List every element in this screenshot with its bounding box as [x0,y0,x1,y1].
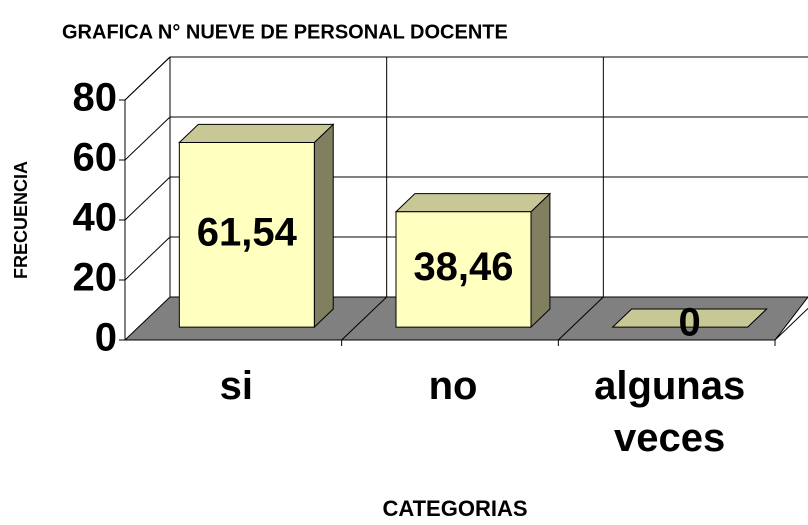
x-tick-label: algunas veces [594,364,746,460]
category-divider [341,296,388,341]
chart-title: GRAFICA N° NUEVE DE PERSONAL DOCENTE [62,21,508,43]
value-label: 38,46 [413,245,513,289]
bar-top [178,123,335,143]
bar [394,192,552,329]
bar [611,308,768,328]
x-tick-label: no [428,364,478,408]
bar [178,123,335,329]
x-tick-label: si [219,364,253,408]
grid-line [124,56,171,101]
grid-line [124,176,171,221]
x-axis-label: CATEGORIAS [382,496,527,521]
y-axis-label: FRECUENCIA [11,161,31,279]
y-tick-label: 40 [73,196,118,240]
value-label: 0 [678,301,700,345]
y-tick-label: 60 [73,136,118,180]
grid-line [124,116,171,161]
y-tick-label: 0 [95,316,117,360]
category-divider [774,307,808,341]
bar-top [394,193,552,213]
bar-front [395,211,532,328]
value-label: 61,54 [197,210,298,254]
bar-top [611,308,768,328]
grid-line [124,236,171,281]
bar-front [178,141,315,328]
category-divider [557,296,604,341]
bar-side [530,192,551,329]
bar-side [313,123,334,329]
y-tick-label: 80 [73,76,118,120]
y-tick-label: 20 [73,256,118,300]
